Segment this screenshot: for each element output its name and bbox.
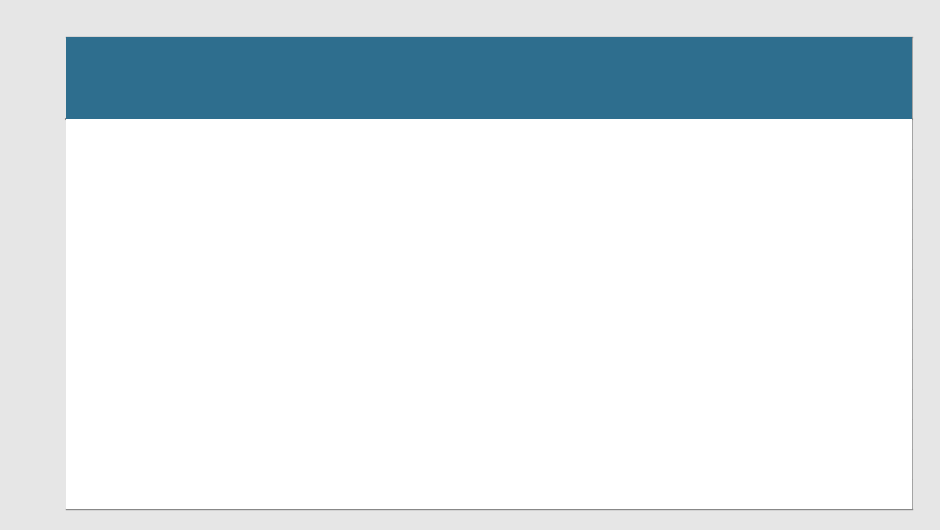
Text: -0,1: -0,1 — [569, 157, 598, 172]
Text: 2012: 2012 — [75, 157, 114, 172]
Text: -0,2: -0,2 — [874, 157, 904, 172]
Text: 0,1: 0,1 — [754, 456, 778, 471]
Text: Bioeconomia
primária: Bioeconomia primária — [201, 61, 310, 95]
Text: -1,6: -1,6 — [569, 427, 598, 441]
Text: 2011: 2011 — [75, 127, 114, 142]
Text: -1,5: -1,5 — [281, 157, 310, 172]
Text: -0,1: -0,1 — [748, 487, 778, 501]
Text: -1,9: -1,9 — [874, 277, 904, 292]
Text: 3,6: 3,6 — [286, 217, 310, 232]
Text: -1,1: -1,1 — [569, 277, 598, 292]
Text: 0,6: 0,6 — [880, 337, 904, 351]
Text: -14,9: -14,9 — [559, 456, 598, 471]
Text: -0,9: -0,9 — [425, 246, 454, 262]
Text: 1,3: 1,3 — [286, 337, 310, 351]
Text: 2017: 2017 — [75, 306, 114, 322]
Text: -0,7: -0,7 — [748, 366, 778, 382]
Text: -1,3: -1,3 — [425, 487, 454, 501]
Text: -15,1: -15,1 — [559, 487, 598, 501]
Text: 0,2: 0,2 — [880, 427, 904, 441]
Text: 4,7: 4,7 — [574, 217, 598, 232]
Text: 4,8: 4,8 — [880, 306, 904, 322]
Text: 3,9: 3,9 — [880, 187, 904, 201]
Text: 0,2: 0,2 — [431, 127, 454, 142]
Text: 7,2: 7,2 — [574, 246, 598, 262]
Text: 5,9: 5,9 — [286, 487, 310, 501]
Text: 2023: 2023 — [75, 487, 114, 501]
Text: 4,8: 4,8 — [574, 337, 598, 351]
Text: -1,0: -1,0 — [425, 456, 454, 471]
Text: -2,3: -2,3 — [874, 456, 904, 471]
Text: -0,2: -0,2 — [281, 427, 310, 441]
Text: 0,6: 0,6 — [754, 306, 778, 322]
Text: 18,5: 18,5 — [565, 187, 598, 201]
Text: 0,8: 0,8 — [880, 246, 904, 262]
Text: 2,2: 2,2 — [880, 127, 904, 142]
Text: -3,9: -3,9 — [748, 396, 778, 411]
Text: -1,0: -1,0 — [425, 277, 454, 292]
Text: 4,2: 4,2 — [286, 246, 310, 262]
Text: -3,7: -3,7 — [748, 246, 778, 262]
Text: 6,6: 6,6 — [286, 127, 310, 142]
Text: 0,2: 0,2 — [431, 337, 454, 351]
Text: 2022: 2022 — [75, 456, 114, 471]
Text: 1,0: 1,0 — [880, 487, 904, 501]
Text: 0,2: 0,2 — [431, 217, 454, 232]
Text: Indústria com
viés biológico: Indústria com viés biológico — [660, 61, 778, 95]
Text: -2,4: -2,4 — [569, 396, 598, 411]
Text: 1,6: 1,6 — [286, 366, 310, 382]
Text: 2015: 2015 — [75, 246, 114, 262]
Text: 5,0: 5,0 — [754, 427, 778, 441]
Text: Bioindústria: Bioindústria — [351, 70, 454, 86]
Text: 8,0: 8,0 — [286, 187, 310, 201]
Text: 0,7: 0,7 — [754, 217, 778, 232]
Text: 0,9: 0,9 — [880, 366, 904, 382]
Text: -2,9: -2,9 — [748, 277, 778, 292]
Text: 0,6: 0,6 — [430, 396, 454, 411]
Text: PIB BIO: PIB BIO — [840, 70, 904, 86]
Text: 4,7: 4,7 — [286, 396, 310, 411]
Text: 3,0: 3,0 — [754, 157, 778, 172]
Text: -2,7: -2,7 — [281, 456, 310, 471]
Text: 1,5: 1,5 — [880, 396, 904, 411]
Text: 2014: 2014 — [75, 217, 114, 232]
Text: 0,9: 0,9 — [430, 306, 454, 322]
Text: 0,02: 0,02 — [420, 427, 454, 441]
Text: 2021: 2021 — [75, 427, 114, 441]
Text: 0,5: 0,5 — [754, 127, 778, 142]
Text: 2016: 2016 — [75, 277, 114, 292]
Text: -3,0: -3,0 — [280, 277, 310, 292]
Text: 2013: 2013 — [75, 187, 114, 201]
Text: Bioenergia: Bioenergia — [506, 70, 598, 86]
Text: 2,1: 2,1 — [754, 187, 778, 201]
Text: 12,0: 12,0 — [276, 306, 310, 322]
Text: 3,1: 3,1 — [574, 366, 598, 382]
Text: 2019: 2019 — [75, 366, 114, 382]
Text: Ano: Ano — [75, 70, 108, 86]
Text: 2020: 2020 — [75, 396, 114, 411]
Text: 2018: 2018 — [75, 337, 114, 351]
Text: 0,1: 0,1 — [431, 157, 454, 172]
Text: -1,2: -1,2 — [748, 337, 778, 351]
Text: 0,9: 0,9 — [430, 187, 454, 201]
Text: -4,5: -4,5 — [569, 127, 598, 142]
Text: 0,0: 0,0 — [574, 306, 598, 322]
Text: 1,6: 1,6 — [880, 217, 904, 232]
Text: 0,6: 0,6 — [430, 366, 454, 382]
